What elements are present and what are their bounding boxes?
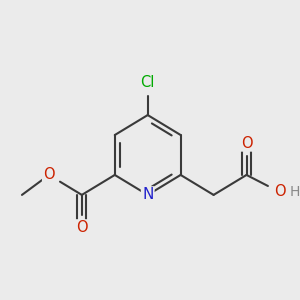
Text: O: O: [241, 136, 252, 151]
Text: N: N: [142, 188, 153, 202]
Text: O: O: [43, 167, 55, 182]
Text: H: H: [289, 185, 300, 199]
Text: Cl: Cl: [140, 75, 155, 90]
Text: O: O: [76, 220, 88, 235]
Text: O: O: [274, 184, 285, 200]
